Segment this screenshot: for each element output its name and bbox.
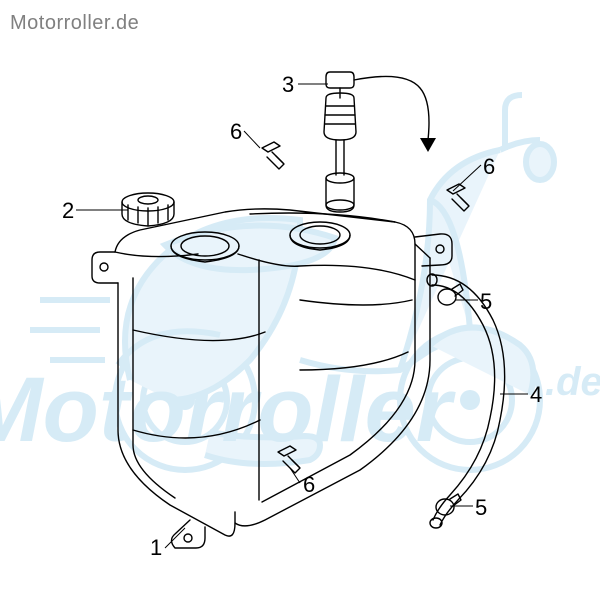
sender-assembly <box>324 72 436 212</box>
callout-number: 5 <box>480 289 492 315</box>
callout-number: 6 <box>483 154 495 180</box>
bolt-top-left <box>262 142 284 169</box>
callout-number: 4 <box>530 382 542 408</box>
bolt-top-right <box>447 184 469 211</box>
parts-diagram <box>0 0 600 600</box>
callout-number: 1 <box>150 535 162 561</box>
callout-number: 3 <box>282 72 294 98</box>
callout-number: 5 <box>475 495 487 521</box>
bolt-bottom <box>278 446 300 473</box>
callout-leader <box>165 528 185 548</box>
callout-number: 2 <box>62 198 74 224</box>
callout-number: 6 <box>303 472 315 498</box>
oil-cap <box>122 193 174 226</box>
callout-leader <box>453 165 481 191</box>
callout-leader <box>244 131 260 148</box>
callout-number: 6 <box>230 119 242 145</box>
drain-hose <box>427 274 505 528</box>
tank-body <box>92 209 452 548</box>
